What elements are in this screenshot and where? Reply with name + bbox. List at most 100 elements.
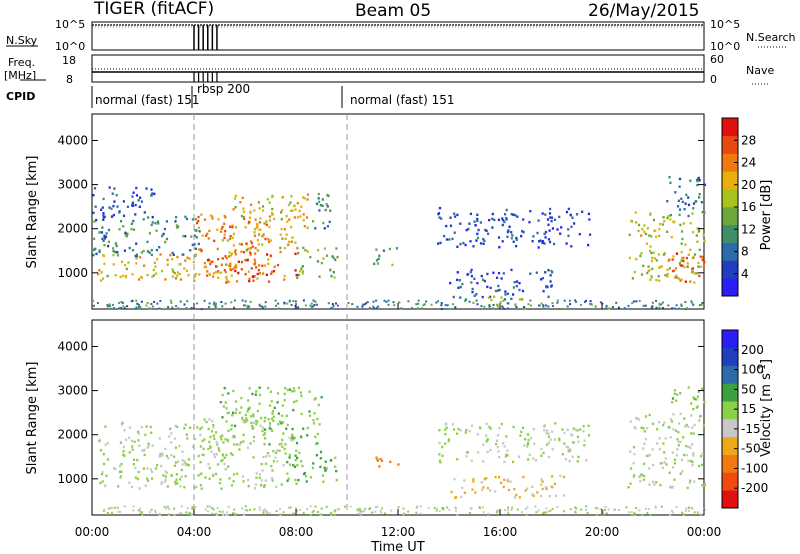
- data-cell: [244, 226, 247, 229]
- data-cell: [164, 240, 167, 244]
- data-cell: [541, 480, 544, 483]
- data-cell: [271, 194, 274, 198]
- data-cell: [261, 272, 265, 275]
- data-cell: [221, 434, 224, 437]
- data-cell: [550, 485, 553, 488]
- data-cell: [699, 513, 702, 516]
- data-cell: [496, 303, 499, 307]
- data-cell: [482, 506, 485, 509]
- velocity-cells: [98, 386, 706, 517]
- data-cell: [265, 223, 268, 226]
- data-cell: [156, 220, 160, 223]
- data-cell: [475, 299, 478, 302]
- data-cell: [462, 241, 465, 245]
- data-cell: [646, 454, 649, 458]
- data-cell: [442, 508, 445, 511]
- data-cell: [675, 274, 678, 277]
- data-cell: [599, 508, 602, 511]
- data-cell: [264, 437, 267, 440]
- data-cell: [333, 276, 336, 279]
- data-cell: [380, 511, 382, 514]
- data-cell: [246, 446, 249, 449]
- data-cell: [550, 219, 553, 223]
- data-cell: [211, 217, 214, 220]
- y-tick-label: 3000: [57, 384, 88, 398]
- data-cell: [278, 420, 281, 423]
- data-cell: [640, 426, 643, 429]
- data-cell: [258, 506, 261, 509]
- data-cell: [324, 469, 327, 472]
- data-cell: [449, 224, 453, 227]
- data-cell: [215, 307, 218, 310]
- data-cell: [205, 420, 208, 424]
- data-cell: [188, 257, 191, 260]
- data-cell: [329, 511, 332, 514]
- data-cell: [128, 451, 131, 454]
- data-cell: [135, 306, 138, 309]
- data-cell: [675, 276, 678, 279]
- data-cell: [112, 213, 115, 217]
- data-cell: [262, 209, 265, 212]
- data-cell: [374, 510, 377, 513]
- data-cell: [469, 507, 472, 510]
- data-cell: [336, 507, 339, 510]
- data-cell: [187, 464, 190, 467]
- data-cell: [261, 205, 265, 208]
- data-cell: [651, 301, 654, 304]
- data-cell: [698, 248, 701, 251]
- data-cell: [107, 228, 111, 232]
- data-cell: [276, 263, 280, 267]
- data-cell: [674, 276, 677, 279]
- data-cell: [224, 401, 227, 404]
- data-cell: [686, 307, 688, 310]
- data-cell: [695, 272, 698, 275]
- data-cell: [653, 229, 656, 233]
- data-cell: [545, 431, 548, 435]
- data-cell: [361, 303, 364, 306]
- data-cell: [148, 232, 151, 235]
- data-cell: [533, 442, 536, 446]
- data-cell: [677, 431, 680, 434]
- data-cell: [172, 270, 175, 273]
- velocity-label-end: ]: [759, 359, 774, 364]
- data-cell: [201, 234, 204, 237]
- data-cell: [272, 450, 275, 453]
- data-cell: [655, 299, 657, 302]
- data-cell: [102, 239, 105, 242]
- data-cell: [647, 507, 650, 510]
- data-cell: [693, 480, 696, 483]
- data-cell: [255, 266, 258, 269]
- data-cell: [532, 457, 535, 460]
- data-cell: [108, 206, 111, 209]
- data-cell: [650, 251, 653, 255]
- data-cell: [268, 512, 271, 515]
- data-cell: [440, 304, 443, 307]
- data-cell: [324, 208, 327, 212]
- data-cell: [691, 270, 694, 274]
- data-cell: [240, 243, 243, 246]
- data-cell: [299, 508, 302, 511]
- data-cell: [443, 234, 446, 238]
- data-cell: [604, 509, 606, 511]
- data-cell: [477, 451, 480, 454]
- data-cell: [185, 511, 188, 514]
- data-cell: [119, 275, 122, 279]
- data-cell: [468, 300, 471, 303]
- data-cell: [289, 209, 292, 212]
- data-cell: [234, 194, 238, 197]
- data-cell: [287, 240, 291, 244]
- data-cell: [253, 508, 256, 511]
- data-cell: [173, 464, 176, 467]
- data-cell: [663, 421, 666, 424]
- data-cell: [200, 248, 203, 251]
- data-cell: [292, 463, 295, 467]
- data-cell: [381, 507, 384, 510]
- data-cell: [692, 407, 695, 411]
- data-cell: [667, 214, 670, 218]
- data-cell: [103, 508, 106, 511]
- data-cell: [138, 444, 141, 448]
- data-cell: [169, 299, 172, 302]
- data-cell: [519, 434, 522, 437]
